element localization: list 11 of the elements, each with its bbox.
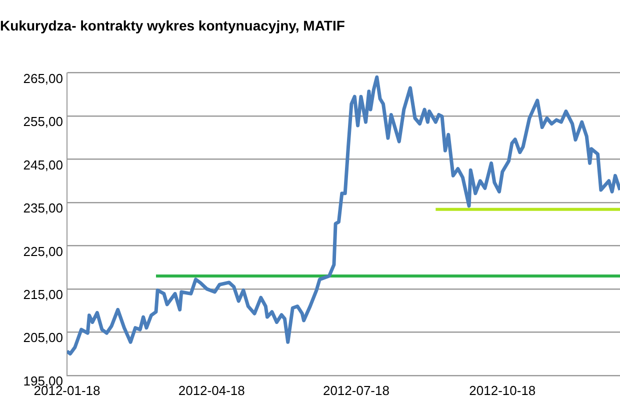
y-tick-label: 235,00 [23,200,63,216]
y-tick-label: 245,00 [23,157,63,172]
x-tick-label: 2012-07-18 [322,382,390,398]
y-tick-label: 225,00 [23,244,63,259]
y-tick-label: 215,00 [23,287,63,302]
x-tick-label: 2012-10-18 [469,382,536,398]
chart-title: Kukurydza- kontrakty wykres kontynuacyjny, MATIF [0,17,346,34]
y-tick-label: 255,00 [23,114,63,130]
y-tick-label: 265,00 [23,70,63,86]
y-tick-label: 205,00 [23,330,63,346]
x-tick-label: 2012-04-18 [178,382,245,398]
